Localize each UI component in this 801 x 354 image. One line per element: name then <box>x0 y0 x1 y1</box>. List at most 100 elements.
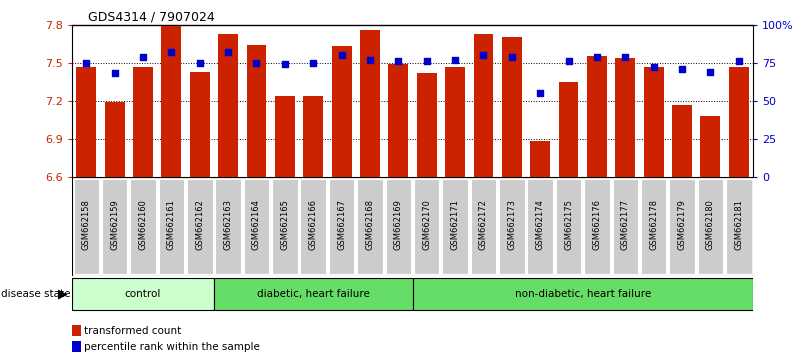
Point <box>533 90 546 96</box>
Bar <box>332 46 352 177</box>
Bar <box>388 64 409 177</box>
FancyBboxPatch shape <box>442 179 468 274</box>
Text: GSM662169: GSM662169 <box>394 199 403 250</box>
Text: GSM662168: GSM662168 <box>365 199 374 250</box>
FancyBboxPatch shape <box>214 278 413 310</box>
Text: GSM662171: GSM662171 <box>451 199 460 250</box>
Bar <box>133 67 153 177</box>
Point <box>732 58 745 64</box>
Point <box>137 54 150 59</box>
Text: GSM662159: GSM662159 <box>111 199 119 250</box>
Text: GSM662178: GSM662178 <box>649 199 658 250</box>
Text: non-diabetic, heart failure: non-diabetic, heart failure <box>514 289 651 299</box>
FancyBboxPatch shape <box>215 179 241 274</box>
FancyBboxPatch shape <box>414 179 440 274</box>
Bar <box>76 67 96 177</box>
Text: GSM662161: GSM662161 <box>167 199 176 250</box>
Text: GSM662181: GSM662181 <box>735 199 743 250</box>
Bar <box>644 67 663 177</box>
FancyBboxPatch shape <box>726 179 751 274</box>
Text: diabetic, heart failure: diabetic, heart failure <box>257 289 370 299</box>
FancyBboxPatch shape <box>159 179 184 274</box>
Text: transformed count: transformed count <box>84 326 182 336</box>
FancyBboxPatch shape <box>413 278 753 310</box>
FancyBboxPatch shape <box>556 179 582 274</box>
FancyBboxPatch shape <box>102 179 127 274</box>
FancyBboxPatch shape <box>698 179 723 274</box>
Point <box>335 52 348 58</box>
Text: control: control <box>125 289 161 299</box>
Point <box>505 54 518 59</box>
Text: GSM662158: GSM662158 <box>82 199 91 250</box>
Text: GSM662173: GSM662173 <box>507 199 517 250</box>
Point <box>562 58 575 64</box>
Point <box>590 54 603 59</box>
Bar <box>672 105 692 177</box>
Text: GSM662180: GSM662180 <box>706 199 714 250</box>
Point <box>279 62 292 67</box>
Bar <box>72 325 81 336</box>
Point <box>222 49 235 55</box>
Bar <box>417 73 437 177</box>
FancyBboxPatch shape <box>471 179 496 274</box>
Point <box>250 60 263 65</box>
Text: GSM662166: GSM662166 <box>308 199 318 250</box>
Bar <box>275 96 295 177</box>
Text: GSM662177: GSM662177 <box>621 199 630 250</box>
FancyBboxPatch shape <box>187 179 212 274</box>
Point <box>477 52 490 58</box>
Point <box>364 57 376 63</box>
Text: GSM662176: GSM662176 <box>593 199 602 250</box>
Bar <box>729 67 749 177</box>
FancyBboxPatch shape <box>74 179 99 274</box>
Text: GSM662160: GSM662160 <box>139 199 147 250</box>
FancyBboxPatch shape <box>670 179 694 274</box>
Bar <box>190 72 210 177</box>
Point <box>307 60 320 65</box>
FancyBboxPatch shape <box>527 179 553 274</box>
FancyBboxPatch shape <box>329 179 354 274</box>
Point <box>165 49 178 55</box>
Text: GDS4314 / 7907024: GDS4314 / 7907024 <box>88 11 215 24</box>
Text: GSM662172: GSM662172 <box>479 199 488 250</box>
Bar <box>445 67 465 177</box>
Bar <box>473 34 493 177</box>
Point <box>108 71 121 76</box>
Point <box>80 60 93 65</box>
Text: GSM662163: GSM662163 <box>223 199 232 250</box>
FancyBboxPatch shape <box>272 179 298 274</box>
FancyBboxPatch shape <box>613 179 638 274</box>
FancyBboxPatch shape <box>72 278 214 310</box>
Point <box>704 69 717 75</box>
Bar <box>304 96 323 177</box>
Text: GSM662175: GSM662175 <box>564 199 573 250</box>
Text: GSM662167: GSM662167 <box>337 199 346 250</box>
FancyBboxPatch shape <box>584 179 610 274</box>
Text: GSM662162: GSM662162 <box>195 199 204 250</box>
Bar <box>530 142 550 177</box>
Bar <box>700 116 720 177</box>
Point <box>647 64 660 70</box>
Bar <box>162 26 181 177</box>
FancyBboxPatch shape <box>357 179 383 274</box>
FancyBboxPatch shape <box>300 179 326 274</box>
FancyBboxPatch shape <box>641 179 666 274</box>
Bar <box>615 58 635 177</box>
Bar <box>218 34 238 177</box>
FancyBboxPatch shape <box>131 179 155 274</box>
FancyBboxPatch shape <box>244 179 269 274</box>
Text: GSM662174: GSM662174 <box>536 199 545 250</box>
FancyBboxPatch shape <box>499 179 525 274</box>
Bar <box>247 45 267 177</box>
Bar <box>587 57 607 177</box>
Text: GSM662170: GSM662170 <box>422 199 431 250</box>
Bar <box>502 38 521 177</box>
Point <box>421 58 433 64</box>
Point <box>675 66 688 72</box>
Text: GSM662179: GSM662179 <box>678 199 686 250</box>
Text: GSM662165: GSM662165 <box>280 199 289 250</box>
Bar <box>105 102 125 177</box>
Bar <box>360 30 380 177</box>
Point <box>193 60 206 65</box>
Text: GSM662164: GSM662164 <box>252 199 261 250</box>
